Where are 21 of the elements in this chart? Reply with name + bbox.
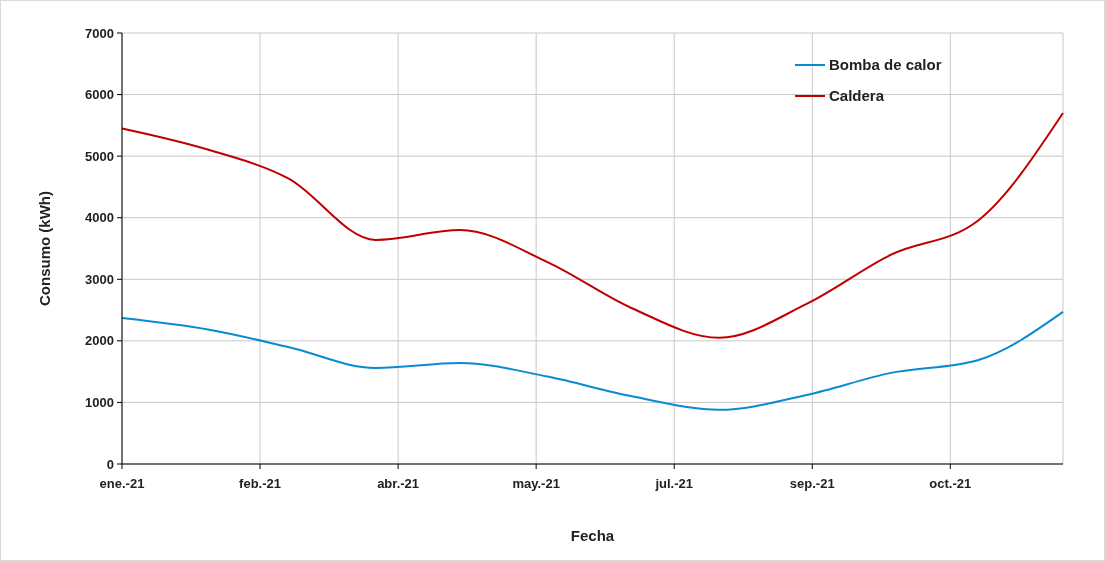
- y-tick-label: 7000: [85, 25, 114, 41]
- legend-label: Bomba de calor: [829, 56, 942, 74]
- legend-label: Caldera: [829, 87, 885, 105]
- y-tick-label: 3000: [85, 271, 114, 287]
- x-tick-label: abr.-21: [377, 476, 420, 491]
- x-tick-label: sep.-21: [789, 476, 835, 491]
- y-tick-label: 5000: [85, 148, 114, 164]
- x-axis-title: Fecha: [570, 527, 615, 544]
- y-tick-label: 2000: [85, 333, 114, 349]
- y-tick-label: 6000: [85, 87, 114, 103]
- y-tick-label: 0: [106, 456, 114, 472]
- y-tick-label: 1000: [85, 394, 114, 410]
- x-tick-label: feb.-21: [239, 476, 281, 491]
- x-tick-label: oct.-21: [929, 476, 972, 491]
- x-tick-label: ene.-21: [99, 476, 145, 491]
- x-tick-label: jul.-21: [654, 476, 693, 491]
- line-series: [121, 112, 1064, 339]
- y-axis-title: Consumo (kWh): [36, 191, 53, 306]
- line-series: [121, 310, 1064, 411]
- y-tick-label: 4000: [85, 210, 114, 226]
- x-tick-label: may.-21: [512, 476, 560, 491]
